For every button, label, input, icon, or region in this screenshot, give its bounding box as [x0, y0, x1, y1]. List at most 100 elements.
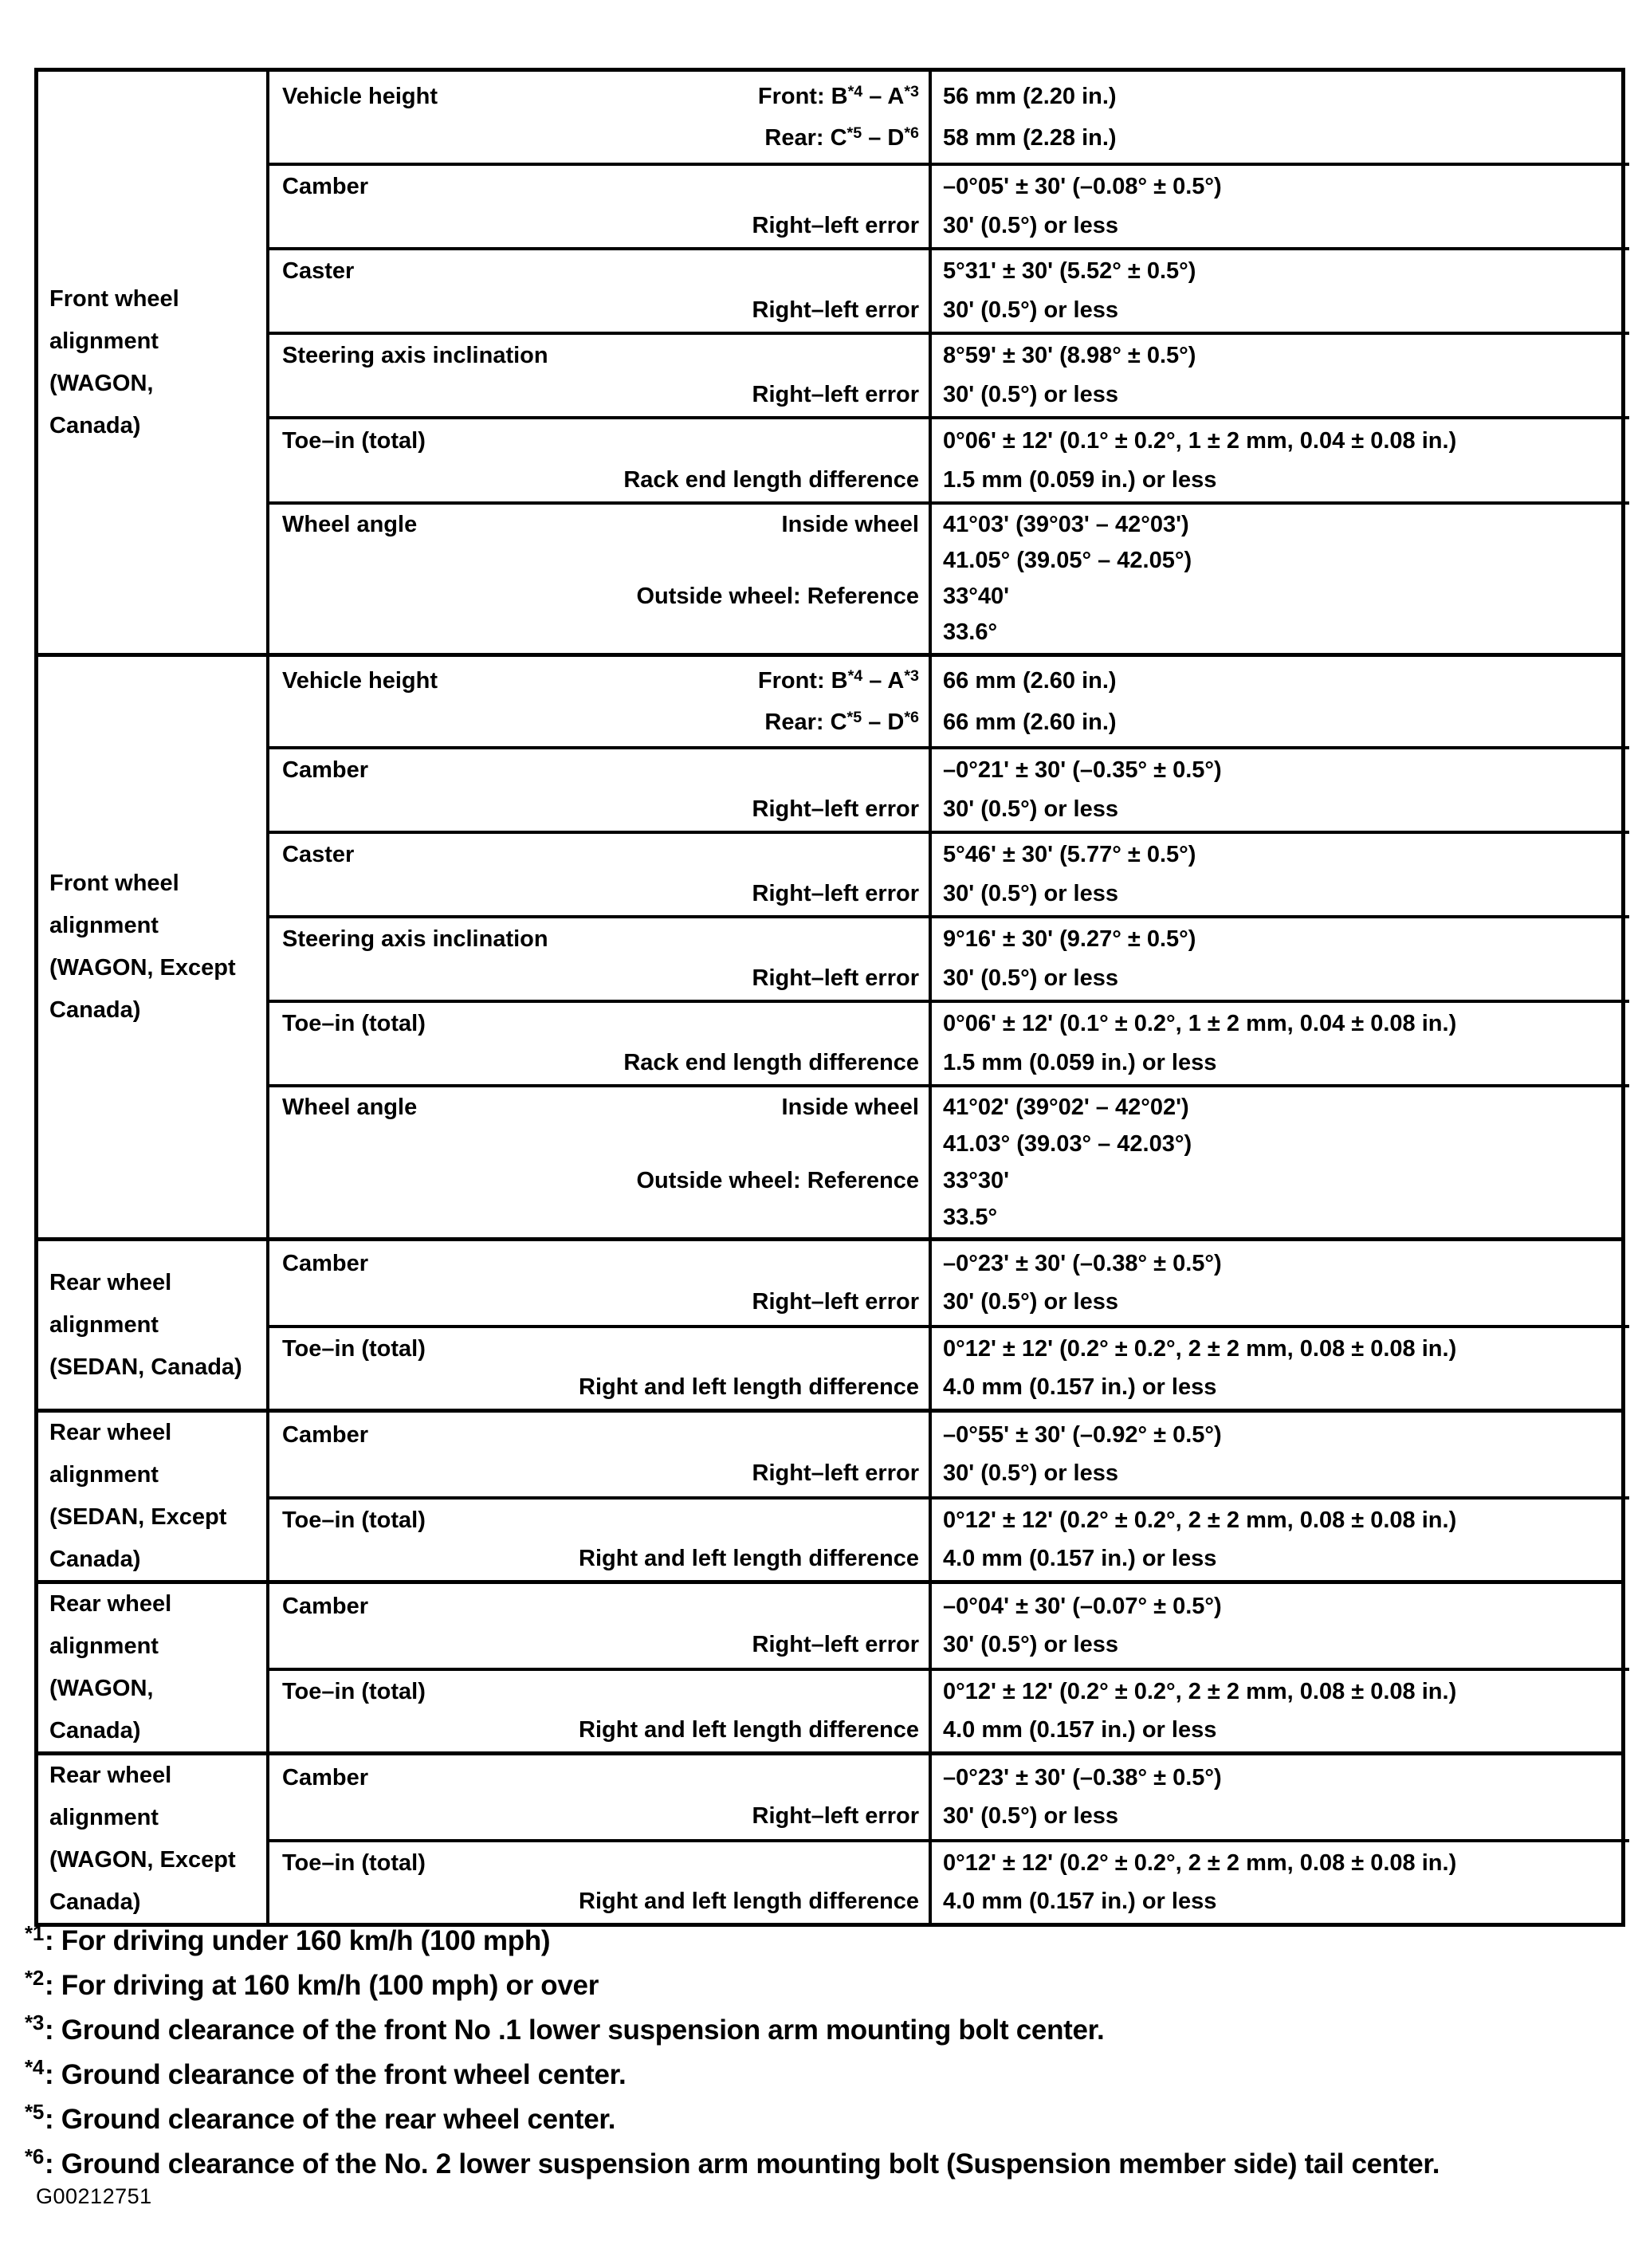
group-label-line: Front wheel	[49, 871, 179, 896]
value-cell: 0°12' ± 12' (0.2° ± 0.2°, 2 ± 2 mm, 0.08…	[929, 1839, 1629, 1923]
param-line	[282, 543, 919, 579]
value-cell: 0°06' ± 12' (0.1° ± 0.2°, 1 ± 2 mm, 0.04…	[929, 416, 1629, 501]
value-cell: 56 mm (2.20 in.) 58 mm (2.28 in.)	[929, 72, 1629, 163]
param-line: Outside wheel: Reference	[282, 579, 919, 615]
param-sublabel: Rear: C*5 – D*6	[764, 124, 919, 151]
param-line: Right–left error	[282, 790, 919, 829]
param-sublabel: Outside wheel: Reference	[636, 1167, 919, 1193]
param-label: Toe–in (total)	[282, 1336, 426, 1362]
value-text: 4.0 mm (0.157 in.) or less	[943, 1717, 1217, 1743]
param-sublabel: Inside wheel	[781, 512, 919, 537]
param-cell: Caster Right–left error	[266, 247, 929, 332]
param-cell: Camber Right–left error	[266, 746, 929, 831]
value-text: 0°06' ± 12' (0.1° ± 0.2°, 1 ± 2 mm, 0.04…	[943, 427, 1457, 454]
footnote-marker: *5	[25, 2100, 44, 2124]
footnote: *6: Ground clearance of the No. 2 lower …	[25, 2143, 1440, 2187]
footnote-colon: :	[44, 2014, 61, 2046]
group-label-line: Canada)	[49, 1547, 141, 1572]
param-cell: Toe–in (total) Right and left length diff…	[266, 1496, 929, 1580]
footnote-colon: :	[44, 2059, 61, 2090]
param-line: Right and left length difference	[282, 1883, 919, 1921]
group-label-line: (SEDAN, Canada)	[49, 1354, 242, 1380]
footnote-text: For driving under 160 km/h (100 mph)	[61, 1925, 551, 1956]
footnote-text: Ground clearance of the rear wheel cente…	[61, 2104, 616, 2135]
param-line: Rack end length difference	[282, 461, 919, 500]
value-cell: 0°12' ± 12' (0.2° ± 0.2°, 2 ± 2 mm, 0.08…	[929, 1496, 1629, 1580]
footnotes: *1: For driving under 160 km/h (100 mph)…	[25, 1920, 1440, 2187]
param-line: Right–left error	[282, 291, 919, 330]
value-cell: 8°59' ± 30' (8.98° ± 0.5°) 30' (0.5°) or …	[929, 332, 1629, 416]
param-sublabel: Front: B*4 – A*3	[757, 666, 919, 694]
param-line: Steering axis inclination	[282, 920, 919, 959]
param-line: Right–left error	[282, 1798, 919, 1836]
param-cell: Vehicle height Front: B*4 – A*3 Rear: C*5 …	[266, 657, 929, 746]
value-cell: 0°12' ± 12' (0.2° ± 0.2°, 2 ± 2 mm, 0.08…	[929, 1325, 1629, 1409]
footnote-colon: :	[44, 2148, 61, 2180]
param-cell: Caster Right–left error	[266, 831, 929, 915]
param-sublabel: Right–left error	[752, 1460, 919, 1486]
table-section: Front wheel alignment (WAGON, Canada) Vehicl…	[38, 72, 1629, 653]
param-line	[282, 615, 919, 651]
value-cell: –0°23' ± 30' (–0.38° ± 0.5°) 30' (0.5°) o…	[929, 1241, 1629, 1325]
param-line: Right–left error	[282, 1626, 919, 1665]
footnote: *4: Ground clearance of the front wheel …	[25, 2054, 1440, 2098]
footnote-text: For driving at 160 km/h (100 mph) or ove…	[61, 1970, 599, 2001]
param-sublabel: Right–left error	[752, 1289, 919, 1315]
param-sublabel: Right and left length difference	[579, 1546, 919, 1571]
param-label: Caster	[282, 842, 355, 867]
value-cell: 66 mm (2.60 in.) 66 mm (2.60 in.)	[929, 657, 1629, 746]
group-label-line: Rear wheel	[49, 1269, 172, 1295]
param-cell: Wheel angle Inside wheel Outside wheel: Re…	[266, 1084, 929, 1237]
param-line: Camber	[282, 1759, 919, 1798]
value-cell: –0°04' ± 30' (–0.07° ± 0.5°) 30' (0.5°) o…	[929, 1584, 1629, 1668]
param-sublabel: Right–left error	[752, 796, 919, 822]
param-label: Camber	[282, 1422, 368, 1448]
value-text: 30' (0.5°) or less	[943, 1632, 1118, 1657]
group-label-line: (WAGON,	[49, 1676, 154, 1701]
param-label: Vehicle height	[282, 667, 438, 694]
param-line: Steering axis inclination	[282, 336, 919, 375]
param-cell: Steering axis inclination Right–left erro…	[266, 915, 929, 1000]
group-label: Rear wheel alignment (SEDAN, Canada)	[38, 1241, 266, 1409]
param-line: Toe–in (total)	[282, 422, 919, 461]
value-text: 8°59' ± 30' (8.98° ± 0.5°)	[943, 343, 1196, 368]
param-sublabel: Right–left error	[752, 881, 919, 906]
param-line	[282, 1199, 919, 1236]
value-cell: –0°21' ± 30' (–0.35° ± 0.5°) 30' (0.5°) o…	[929, 746, 1629, 831]
param-sublabel: Rack end length difference	[623, 466, 919, 493]
param-line: Toe–in (total)	[282, 1502, 919, 1540]
footnote: *5: Ground clearance of the rear wheel c…	[25, 2098, 1440, 2143]
value-text: 30' (0.5°) or less	[943, 965, 1118, 991]
value-text: 4.0 mm (0.157 in.) or less	[943, 1889, 1217, 1914]
value-text: 0°06' ± 12' (0.1° ± 0.2°, 1 ± 2 mm, 0.04…	[943, 1011, 1457, 1036]
param-label: Wheel angle	[282, 1094, 418, 1120]
value-text: 30' (0.5°) or less	[943, 1460, 1118, 1486]
param-cell: Camber Right–left error	[266, 1584, 929, 1668]
param-cell: Camber Right–left error	[266, 1413, 929, 1496]
param-line: Right–left error	[282, 206, 919, 246]
group-label-line: (SEDAN, Except	[49, 1504, 227, 1530]
group-label-line: Rear wheel	[49, 1763, 172, 1788]
param-label: Steering axis inclination	[282, 926, 548, 952]
group-label-line: alignment	[49, 1805, 159, 1830]
value-cell: 9°16' ± 30' (9.27° ± 0.5°) 30' (0.5°) or …	[929, 915, 1629, 1000]
value-cell: 41°02' (39°02' – 42°02') 41.03° (39.03° –…	[929, 1084, 1629, 1237]
group-label: Rear wheel alignment (WAGON, Except Canada)	[38, 1755, 266, 1923]
param-cell: Wheel angle Inside wheel Outside wheel: Re…	[266, 501, 929, 653]
value-cell: –0°55' ± 30' (–0.92° ± 0.5°) 30' (0.5°) o…	[929, 1413, 1629, 1496]
param-sublabel: Front: B*4 – A*3	[757, 82, 919, 109]
param-cell: Toe–in (total) Rack end length difference	[266, 416, 929, 501]
param-sublabel: Outside wheel: Reference	[636, 584, 919, 609]
param-line: Right–left error	[282, 1455, 919, 1493]
table-section: Rear wheel alignment (WAGON, Canada) Camber R…	[38, 1580, 1629, 1751]
group-label-line: Rear wheel	[49, 1591, 172, 1617]
group-label-line: Canada)	[49, 997, 141, 1023]
param-line: Wheel angle Inside wheel	[282, 1089, 919, 1126]
group-label-line: Front wheel	[49, 285, 179, 312]
value-text: 66 mm (2.60 in.)	[943, 709, 1117, 735]
param-label: Camber	[282, 174, 368, 199]
group-label: Front wheel alignment (WAGON, Except Canada…	[38, 657, 266, 1237]
value-cell: –0°05' ± 30' (–0.08° ± 0.5°) 30' (0.5°) o…	[929, 163, 1629, 247]
param-label: Toe–in (total)	[282, 1679, 426, 1704]
